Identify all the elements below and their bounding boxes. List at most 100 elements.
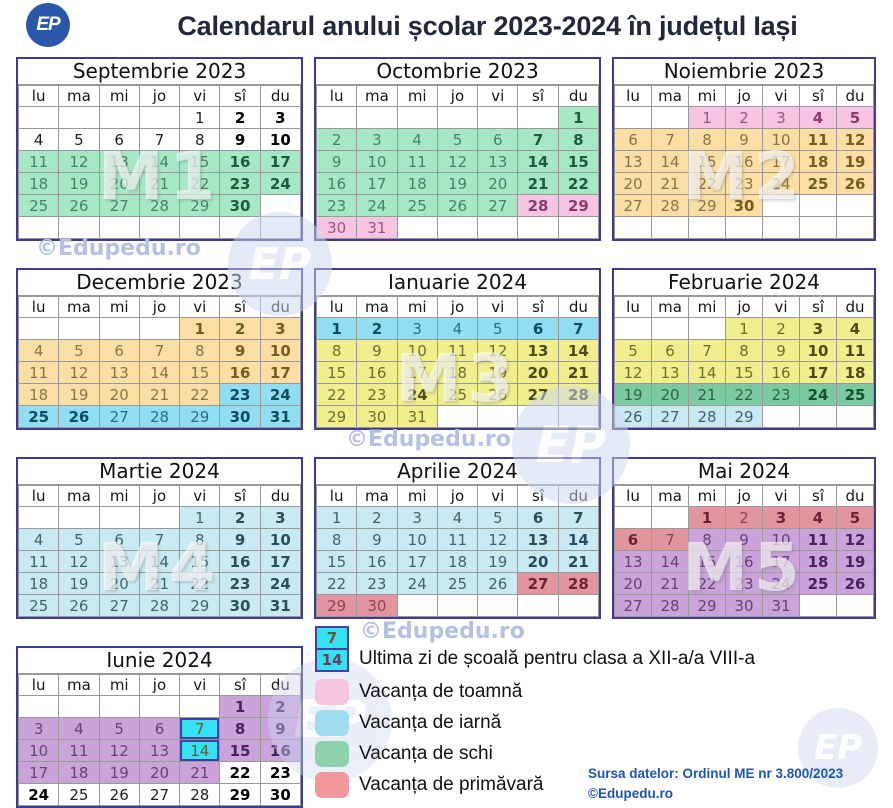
- empty-cell: [836, 216, 874, 239]
- day-cell: 20: [614, 172, 652, 195]
- month-table: lu ma mi jo vi sî du 1 2 3 4 5 6 7 8 9 10 11 12 13 14 15 16 17 1…: [614, 296, 874, 428]
- day-cell: 25: [17, 194, 60, 217]
- spring-vacation-label: Vacanța de primăvară: [359, 773, 544, 795]
- empty-cell: [315, 106, 358, 129]
- day-cell: 27: [517, 383, 559, 406]
- empty-cell: [58, 317, 100, 340]
- day-cell: 16: [762, 361, 800, 384]
- day-cell: 6: [614, 128, 652, 151]
- empty-cell: [517, 594, 559, 617]
- day-cell: 12: [436, 150, 479, 173]
- day-cell: 23: [725, 172, 763, 195]
- day-cell: 14: [557, 339, 600, 362]
- month-title: Mai 2024: [614, 459, 874, 485]
- day-cell: 9: [219, 128, 261, 151]
- day-cell: 16: [356, 550, 398, 573]
- day-cell: 14: [138, 150, 181, 173]
- day-cell: 12: [58, 150, 100, 173]
- legend-last-day-cell-viii: 14: [315, 648, 349, 672]
- day-cell: 1: [315, 317, 358, 340]
- empty-cell: [138, 506, 181, 529]
- day-cell: 1: [179, 506, 221, 529]
- day-cell: 12: [477, 339, 519, 362]
- day-cell: 20: [98, 572, 140, 595]
- empty-cell: [836, 594, 874, 617]
- day-cell: 20: [98, 383, 140, 406]
- day-cell: 25: [799, 172, 837, 195]
- empty-cell: [436, 405, 479, 428]
- day-cell: 15: [219, 739, 261, 762]
- winter-vacation-swatch: [315, 709, 349, 736]
- weekday-header: du: [557, 485, 600, 507]
- empty-cell: [651, 216, 689, 239]
- day-cell: 13: [614, 150, 652, 173]
- day-cell: 14: [651, 150, 689, 173]
- day-cell: 5: [477, 506, 519, 529]
- day-cell: 11: [17, 150, 60, 173]
- day-cell: 1: [688, 506, 726, 529]
- day-cell: 11: [17, 361, 60, 384]
- empty-cell: [517, 216, 559, 239]
- weekday-header: sî: [219, 674, 261, 696]
- day-cell: 3: [356, 128, 398, 151]
- day-cell: 6: [98, 128, 140, 151]
- day-cell: 2: [356, 506, 398, 529]
- day-cell: 30: [259, 783, 302, 806]
- empty-cell: [688, 317, 726, 340]
- day-cell: 4: [58, 717, 100, 740]
- empty-cell: [179, 695, 221, 718]
- day-cell: 4: [17, 339, 60, 362]
- day-cell: 21: [517, 172, 559, 195]
- month-table: lu ma mi jo vi sî du 1 2 3 4 5 6 7 8 9 10 11 12 13 14 15 16 17 1…: [614, 485, 874, 617]
- day-cell: 17: [762, 150, 800, 173]
- day-cell: 1: [557, 106, 600, 129]
- month-calendar-mai-2024: Mai 2024 lu ma mi jo vi sî du 1 2 3 4 5 6 7 8 9 10 11 12 13 1…: [612, 457, 876, 619]
- empty-cell: [436, 216, 479, 239]
- day-cell: 8: [688, 528, 726, 551]
- day-cell: 8: [179, 339, 221, 362]
- day-cell: 30: [315, 216, 358, 239]
- day-cell: 14: [688, 361, 726, 384]
- day-cell: 16: [725, 550, 763, 573]
- day-cell: 17: [762, 550, 800, 573]
- day-cell: 20: [98, 172, 140, 195]
- day-cell: 17: [17, 761, 60, 784]
- empty-cell: [98, 216, 140, 239]
- weekday-header: jo: [436, 85, 479, 107]
- day-cell: 13: [477, 150, 519, 173]
- legend-row-spring: Vacanța de primăvară: [315, 769, 815, 800]
- empty-cell: [58, 695, 100, 718]
- day-cell: 16: [725, 150, 763, 173]
- weekday-header: mi: [98, 85, 140, 107]
- day-cell: 8: [725, 339, 763, 362]
- weekday-header: lu: [614, 296, 652, 318]
- day-cell: 10: [259, 128, 302, 151]
- day-cell: 20: [138, 761, 181, 784]
- day-cell: 9: [356, 339, 398, 362]
- edupedu-logo-text: EP: [36, 14, 60, 35]
- day-cell: 1: [179, 317, 221, 340]
- day-cell: 10: [762, 528, 800, 551]
- day-cell: 28: [557, 572, 600, 595]
- day-cell: 11: [799, 128, 837, 151]
- day-cell: 23: [315, 194, 358, 217]
- day-cell: 21: [138, 172, 181, 195]
- day-cell: 9: [315, 150, 358, 173]
- day-cell: 29: [179, 594, 221, 617]
- weekday-header: lu: [315, 485, 358, 507]
- weekday-header: jo: [138, 485, 181, 507]
- empty-cell: [98, 106, 140, 129]
- empty-cell: [396, 106, 438, 129]
- day-cell: 30: [725, 594, 763, 617]
- weekday-header: lu: [614, 485, 652, 507]
- day-cell: 26: [477, 572, 519, 595]
- day-cell: 15: [179, 550, 221, 573]
- day-cell: 24: [396, 572, 438, 595]
- day-cell: 7: [688, 339, 726, 362]
- empty-cell: [517, 106, 559, 129]
- weekday-header: ma: [651, 296, 689, 318]
- day-cell: 9: [219, 339, 261, 362]
- day-cell: 12: [58, 361, 100, 384]
- day-cell: 18: [17, 383, 60, 406]
- edupedu-logo: EP: [26, 3, 70, 47]
